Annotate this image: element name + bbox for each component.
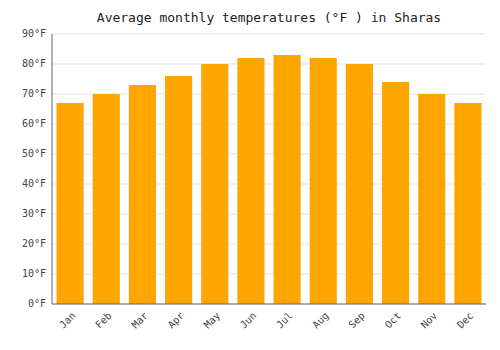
bar xyxy=(201,64,228,304)
y-tick-label: 10°F xyxy=(22,268,46,279)
y-axis-line xyxy=(52,34,53,304)
y-tick-label: 70°F xyxy=(22,88,46,99)
y-tick-label: 40°F xyxy=(22,178,46,189)
bar xyxy=(57,103,84,304)
x-tick-label: Jul xyxy=(274,310,295,331)
y-tick-label: 60°F xyxy=(22,118,46,129)
y-tick-label: 90°F xyxy=(22,28,46,39)
y-tick-label: 30°F xyxy=(22,208,46,219)
chart: 0°F 10°F 20°F 30°F 40°F 50°F 60°F 70°F 80°F 90°F J… xyxy=(0,0,500,350)
bar xyxy=(93,94,120,304)
y-tick-label: 0°F xyxy=(28,298,46,309)
title: Average monthly temperatures (°F ) in Sh… xyxy=(97,10,441,25)
x-tick-label: Oct xyxy=(383,310,404,331)
x-axis: Jan Feb Mar Apr May Jun Jul Aug Sep Oct Nov Dec xyxy=(57,310,475,331)
bar xyxy=(129,85,156,304)
x-tick-label: Jun xyxy=(238,310,259,331)
grid-line xyxy=(52,34,486,35)
bar xyxy=(165,76,192,304)
bar xyxy=(237,58,264,304)
bar xyxy=(346,64,373,304)
bar xyxy=(274,55,301,304)
bar xyxy=(418,94,445,304)
x-axis-line xyxy=(52,304,486,305)
grid-line xyxy=(52,64,486,65)
grid xyxy=(52,34,486,304)
bar xyxy=(310,58,337,304)
x-tick-label: Nov xyxy=(419,310,440,331)
x-tick-label: Feb xyxy=(93,310,114,331)
bars xyxy=(57,55,482,304)
bar xyxy=(454,103,481,304)
x-tick-label: Apr xyxy=(166,310,187,331)
x-tick-label: Dec xyxy=(455,310,476,331)
bar xyxy=(382,82,409,304)
x-tick-label: Mar xyxy=(129,310,150,331)
grid-line xyxy=(52,304,486,305)
y-tick-label: 50°F xyxy=(22,148,46,159)
x-tick-label: Sep xyxy=(346,310,367,331)
y-axis: 0°F 10°F 20°F 30°F 40°F 50°F 60°F 70°F 80°F 90°F xyxy=(22,28,46,309)
x-tick-label: May xyxy=(202,310,223,331)
x-tick-label: Jan xyxy=(57,310,78,331)
y-tick-label: 80°F xyxy=(22,58,46,69)
y-tick-label: 20°F xyxy=(22,238,46,249)
x-tick-label: Aug xyxy=(310,310,331,331)
chart-container: 0°F 10°F 20°F 30°F 40°F 50°F 60°F 70°F 80°F 90°F J… xyxy=(0,0,500,350)
